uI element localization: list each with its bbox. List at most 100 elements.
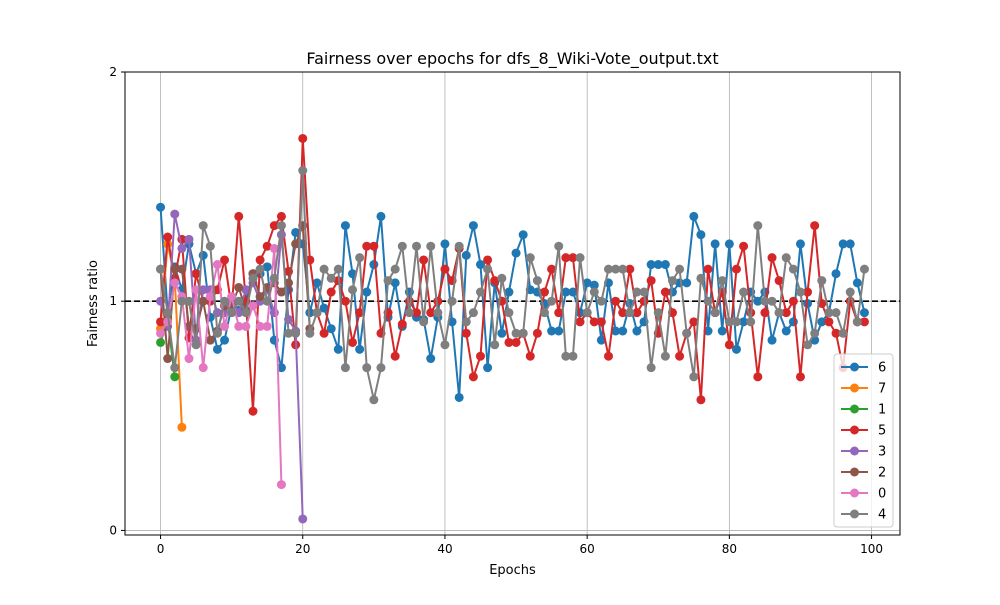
data-point-0 [156,328,166,338]
data-point-4 [838,328,848,338]
data-point-6 [710,239,720,249]
data-point-4 [184,296,194,306]
data-point-4 [269,273,279,283]
data-point-5 [248,406,258,416]
legend-label: 0 [878,487,886,502]
legend-swatch-marker [850,404,859,414]
legend: 6 7 1 5 3 2 0 4 [833,353,894,528]
data-point-4 [412,241,422,251]
data-point-4 [625,308,635,318]
data-point-6 [795,239,805,249]
data-point-4 [540,308,549,318]
data-point-6 [468,221,478,231]
data-point-0 [212,260,222,270]
x-axis-label: Epochs [489,563,536,578]
data-point-4 [731,317,741,327]
data-point-5 [760,308,770,318]
legend-item-7: 7 [841,382,886,397]
data-point-4 [404,308,414,318]
data-point-4 [646,363,656,373]
data-point-3 [269,308,279,318]
data-point-4 [618,264,628,274]
data-point-5 [824,317,834,327]
data-point-4 [212,328,222,338]
data-point-5 [753,372,763,382]
data-point-6 [319,303,329,313]
data-point-6 [632,326,642,336]
data-point-4 [653,308,663,318]
data-point-4 [675,264,685,274]
data-point-4 [419,317,429,327]
data-point-5 [476,351,485,361]
data-point-4 [348,285,358,295]
data-point-1 [156,337,166,347]
data-point-0 [205,292,215,302]
series-group [156,133,869,524]
data-point-4 [312,308,322,318]
chart-title: Fairness over epochs for dfs_8_Wiki-Vote… [306,49,718,69]
data-point-5 [156,317,166,327]
legend-item-4: 4 [841,508,886,523]
data-point-4 [340,363,350,373]
data-point-4 [696,273,706,283]
data-point-4 [660,351,670,361]
data-point-5 [675,351,685,361]
data-point-5 [696,395,706,405]
data-point-4 [376,363,386,373]
data-point-4 [554,241,564,251]
x-tick-label: 20 [295,542,310,556]
data-point-4 [568,351,578,361]
series-5 [156,133,869,416]
data-point-2 [291,239,301,249]
data-point-3 [177,243,187,253]
data-point-4 [497,273,507,283]
data-point-4 [739,287,749,297]
data-point-3 [198,285,208,295]
data-point-4 [561,351,571,361]
data-point-0 [276,480,286,490]
data-point-4 [639,287,649,297]
data-point-0 [198,363,208,373]
data-point-6 [333,344,343,354]
data-point-6 [561,287,571,297]
legend-label: 6 [878,361,886,376]
data-point-4 [177,296,187,306]
data-point-5 [369,241,379,251]
data-point-6 [859,308,869,318]
data-point-0 [241,321,251,331]
data-point-5 [561,253,571,263]
data-point-5 [269,221,279,231]
data-point-2 [177,264,187,274]
data-point-6 [547,326,557,336]
data-point-5 [632,308,642,318]
data-point-4 [810,328,820,338]
data-point-5 [596,317,606,327]
data-point-6 [340,221,350,231]
data-point-5 [739,241,749,251]
legend-swatch-marker [850,509,859,519]
data-point-5 [490,276,500,286]
data-point-5 [504,337,514,347]
data-point-4 [440,340,450,350]
data-point-4 [788,264,798,274]
y-tick-label: 1 [109,294,117,308]
data-point-2 [205,335,215,345]
data-point-5 [724,340,734,350]
data-point-4 [355,253,365,263]
data-point-4 [824,308,834,318]
x-tick-label: 80 [722,542,737,556]
legend-swatch-marker [850,383,859,393]
data-point-4 [603,264,613,274]
data-point-5 [163,232,173,242]
data-point-4 [760,296,770,306]
data-point-4 [781,253,791,263]
data-point-6 [476,260,485,270]
data-point-4 [532,276,542,286]
data-point-5 [774,276,784,286]
data-point-5 [646,276,656,286]
data-point-5 [298,133,308,143]
data-point-4 [852,317,862,327]
data-point-4 [284,328,294,338]
